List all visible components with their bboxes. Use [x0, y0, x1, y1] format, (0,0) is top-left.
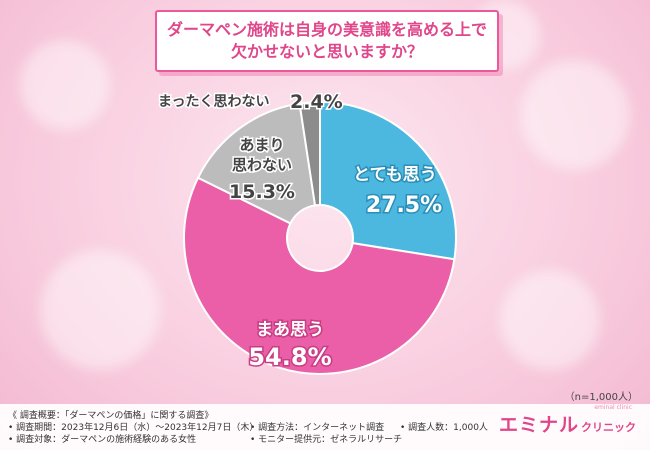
survey-method: • 調査方法：インターネット調査 [250, 423, 385, 433]
logo-sub: クリニック [581, 421, 636, 434]
label-mattaku-omowanai: まったく思わない [158, 94, 269, 110]
survey-footer: 《 調査概要：「ダーマペンの価格」に関する調査》 • 調査期間：2023年12月… [0, 404, 650, 450]
value-mattaku-omowanai: 2.4% [290, 91, 343, 113]
value-totemo-omou: 27.5% [366, 193, 442, 218]
label-amari-omowanai-1: あまり [239, 136, 284, 154]
value-maa-omou: 54.8% [248, 343, 331, 371]
label-maa-omou: まあ思う [256, 320, 324, 340]
survey-target: • 調査対象：ダーマペンの施術経験のある女性 [8, 435, 197, 445]
survey-provider: • モニター提供元：ゼネラルリサーチ [250, 435, 403, 445]
clinic-logo: eminal clinic エミナル クリニック [498, 404, 636, 437]
sample-size-note: （n=1,000人） [564, 392, 638, 403]
label-totemo-omou: とても思う [353, 165, 437, 185]
slice-mattaku-omowanai [298, 100, 321, 207]
slice-totemo-omou [319, 100, 457, 261]
survey-count: • 調査人数：1,000人 [400, 423, 488, 433]
slice-amari-omowanai [196, 102, 317, 225]
title-line-1: ダーマペン施術は自身の美意識を高める上で [166, 20, 487, 39]
slice-maa-omou [183, 176, 456, 375]
label-amari-omowanai-2: 思わない [232, 156, 292, 174]
survey-period: • 調査期間：2023年12月6日（水）～2023年12月7日（木） [8, 423, 259, 433]
survey-summary: 《 調査概要：「ダーマペンの価格」に関する調査》 [8, 411, 214, 421]
value-amari-omowanai: 15.3% [229, 181, 295, 203]
title-line-2: 欠かせないと思いますか？ [230, 42, 423, 61]
chart-title: ダーマペン施術は自身の美意識を高める上で 欠かせないと思いますか？ [155, 10, 499, 72]
logo-tagline: eminal clinic [594, 404, 632, 411]
logo-main: エミナル [498, 414, 579, 436]
